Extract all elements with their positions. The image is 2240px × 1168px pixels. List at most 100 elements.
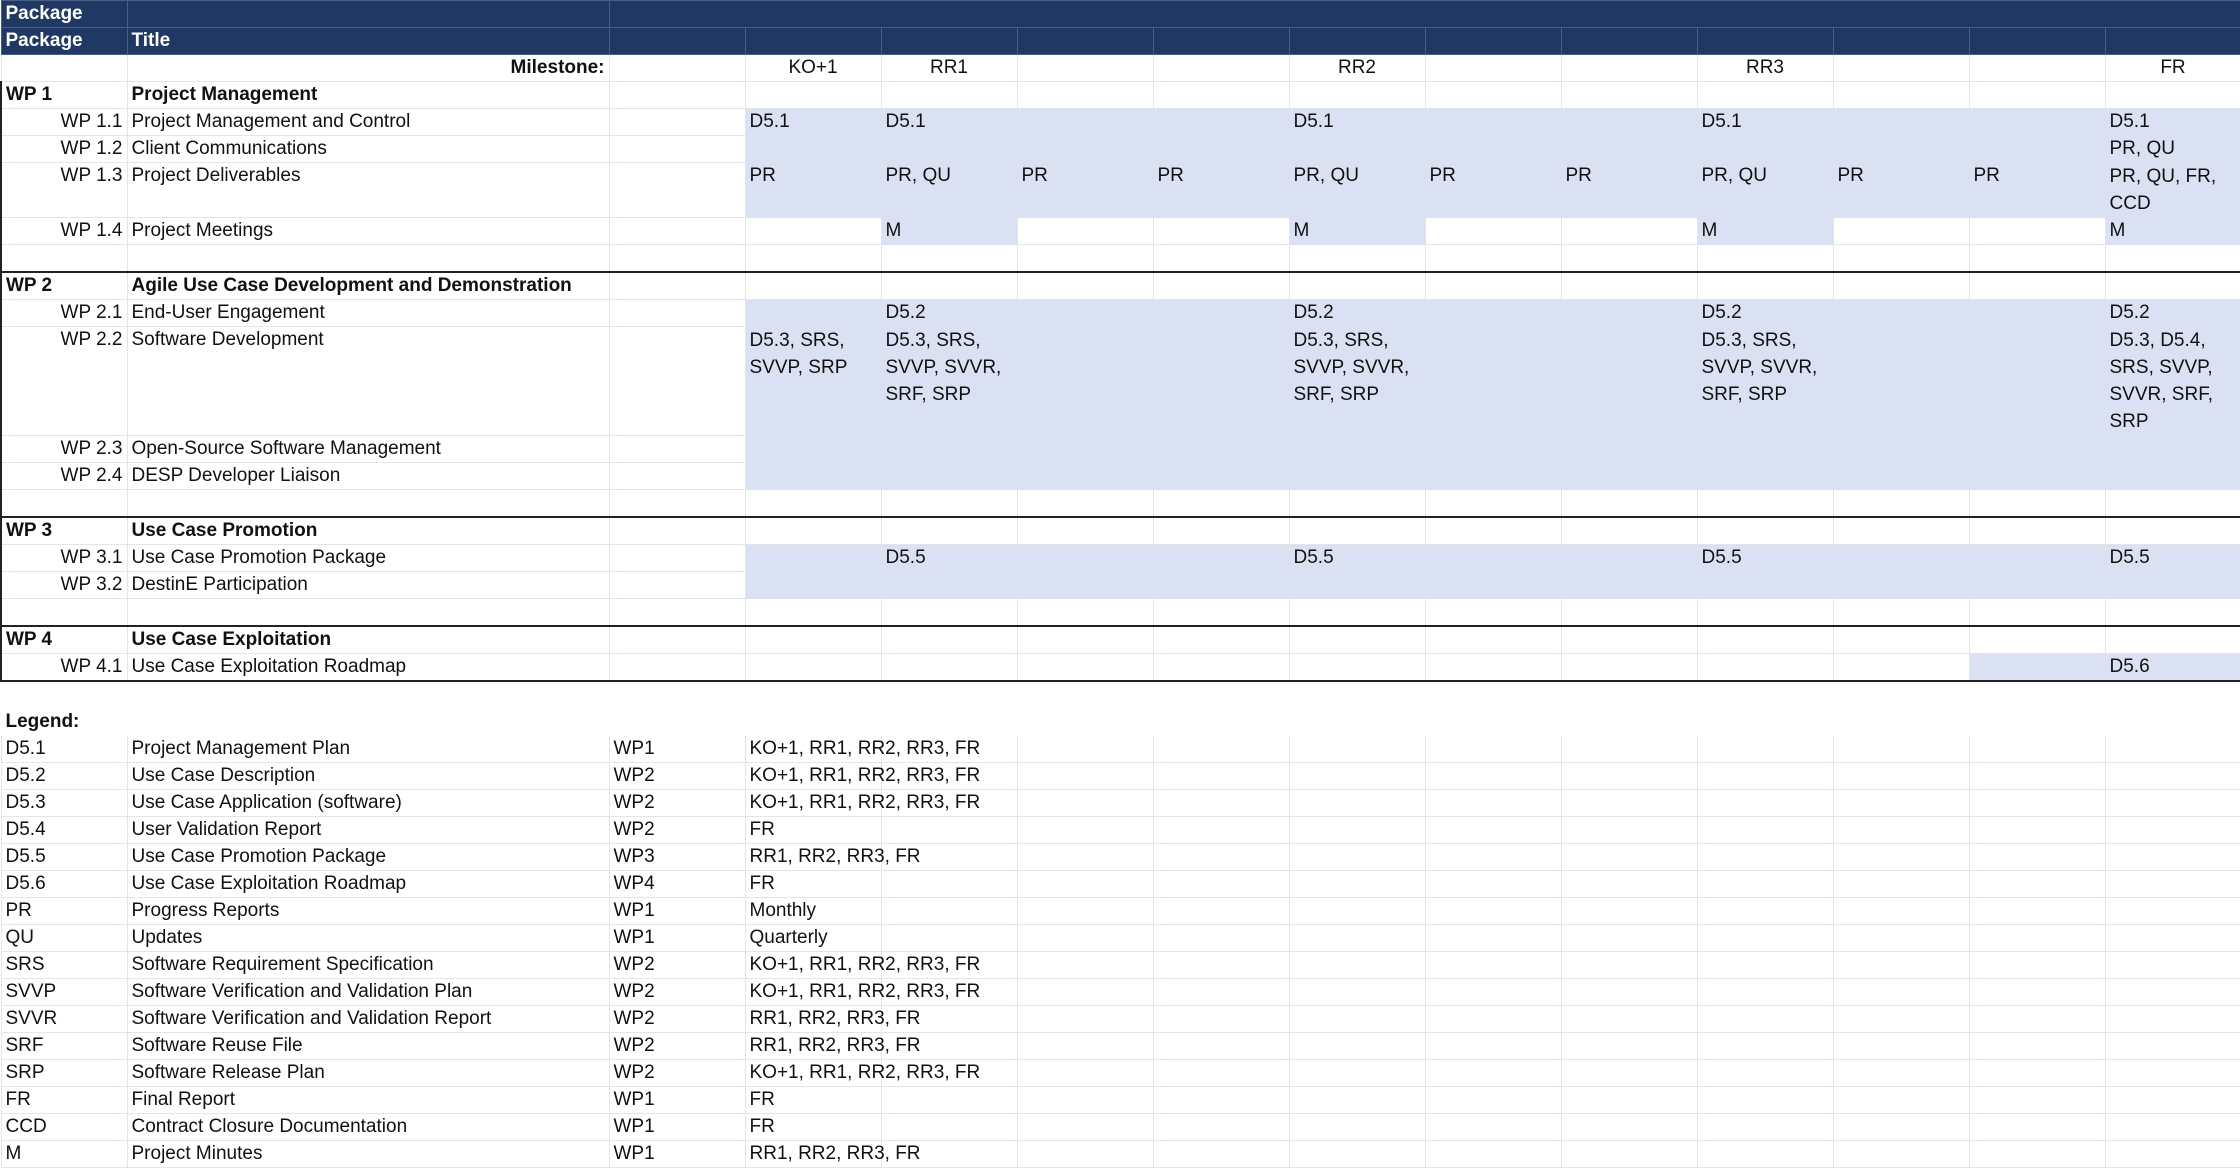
legend-wp: WP4 [608, 870, 746, 898]
cell [1968, 870, 2106, 898]
sheet-row: WP 3.2 DestinE Participation [0, 571, 2240, 599]
legend-wp: WP2 [608, 978, 746, 1006]
cell [1560, 489, 1698, 518]
sheet-row: D5.2 Use Case Description WP2 KO+1, RR1, RR… [0, 762, 2240, 790]
cell [1832, 1113, 1970, 1141]
schedule-cell [1968, 653, 2106, 682]
cell [880, 978, 1018, 1006]
cell [608, 708, 746, 736]
cell [880, 897, 1018, 925]
legend-when: KO+1, RR1, RR2, RR3, FR [744, 951, 980, 979]
sheet-row: SRS Software Requirement Specification WP2… [0, 951, 2240, 979]
schedule-cell [608, 162, 746, 218]
cell [880, 816, 1018, 844]
wp-title: Agile Use Case Development and Demonstra… [126, 271, 610, 300]
schedule-cell [1832, 544, 1970, 572]
cell [1696, 735, 1834, 763]
cell [1424, 816, 1562, 844]
cell [1696, 951, 1834, 979]
schedule-cell [1832, 571, 1970, 599]
cell [2104, 1059, 2240, 1087]
schedule-cell: D5.1 [1288, 108, 1426, 136]
sheet-row: FR Final Report WP1 FR [0, 1086, 2240, 1114]
cell [1832, 1086, 1970, 1114]
cell [1832, 516, 1970, 545]
header-timeline-cell [744, 27, 882, 55]
task-title: Project Management and Control [126, 108, 610, 136]
schedule-cell [880, 135, 1018, 163]
schedule-cell [608, 462, 746, 490]
schedule-cell: D5.1 [1696, 108, 1834, 136]
schedule-cell: PR [1424, 162, 1562, 218]
sheet-row: Package [0, 0, 2240, 28]
cell [880, 244, 1018, 273]
schedule-cell: D5.3, SRS, SVVP, SRP [744, 326, 882, 436]
schedule-cell [1832, 653, 1970, 682]
schedule-cell [1968, 299, 2106, 327]
schedule-cell [1560, 299, 1698, 327]
cell [1560, 244, 1698, 273]
cell [1560, 735, 1698, 763]
cell [1696, 708, 1834, 736]
cell [1424, 951, 1562, 979]
schedule-cell [1832, 462, 1970, 490]
cell [1016, 762, 1154, 790]
cell [0, 489, 128, 518]
schedule-cell [744, 544, 882, 572]
schedule-cell [2104, 435, 2240, 463]
cell [2104, 81, 2240, 109]
legend-code: PR [0, 897, 128, 925]
schedule-cell: D5.3, SRS, SVVP, SVVR, SRF, SRP [880, 326, 1018, 436]
cell [1696, 244, 1834, 273]
cell [1968, 897, 2106, 925]
schedule-cell [608, 326, 746, 436]
cell [608, 489, 746, 518]
legend-wp: WP2 [608, 951, 746, 979]
cell [1832, 1140, 1970, 1168]
cell [1560, 598, 1698, 627]
schedule-cell: PR, QU [1696, 162, 1834, 218]
cell [1696, 1005, 1834, 1033]
sheet-row: QU Updates WP1 Quarterly [0, 924, 2240, 952]
cell [1560, 816, 1698, 844]
header-timeline-cell [1560, 27, 1698, 55]
cell [880, 680, 1018, 709]
legend-when: FR [744, 1086, 882, 1114]
cell [1968, 789, 2106, 817]
cell [1016, 1140, 1154, 1168]
legend-name: Final Report [126, 1086, 610, 1114]
cell [1968, 625, 2106, 654]
schedule-cell [1696, 462, 1834, 490]
cell [1560, 271, 1698, 300]
header-timeline-cell [880, 27, 1018, 55]
cell [1560, 843, 1698, 871]
task-title: DestinE Participation [126, 571, 610, 599]
cell [2104, 735, 2240, 763]
cell [1016, 1113, 1154, 1141]
schedule-cell: D5.6 [2104, 653, 2240, 682]
header-timeline-cell [2104, 27, 2240, 55]
cell [1696, 625, 1834, 654]
schedule-cell [880, 653, 1018, 682]
legend-wp: WP1 [608, 897, 746, 925]
schedule-cell [1016, 544, 1154, 572]
cell [1152, 625, 1290, 654]
cell [1152, 1140, 1290, 1168]
cell [744, 516, 882, 545]
cell [126, 489, 610, 518]
schedule-cell [1424, 135, 1562, 163]
cell [1016, 843, 1154, 871]
cell [1152, 680, 1290, 709]
cell [2104, 598, 2240, 627]
legend-code: D5.6 [0, 870, 128, 898]
cell [1696, 1059, 1834, 1087]
cell [744, 244, 882, 273]
legend-when: KO+1, RR1, RR2, RR3, FR [744, 1059, 980, 1087]
schedule-cell [608, 135, 746, 163]
milestone-cell [1832, 54, 1970, 82]
legend-title: Legend: [0, 708, 128, 736]
cell [1288, 843, 1426, 871]
cell [1288, 598, 1426, 627]
cell [2104, 625, 2240, 654]
cell [1424, 870, 1562, 898]
